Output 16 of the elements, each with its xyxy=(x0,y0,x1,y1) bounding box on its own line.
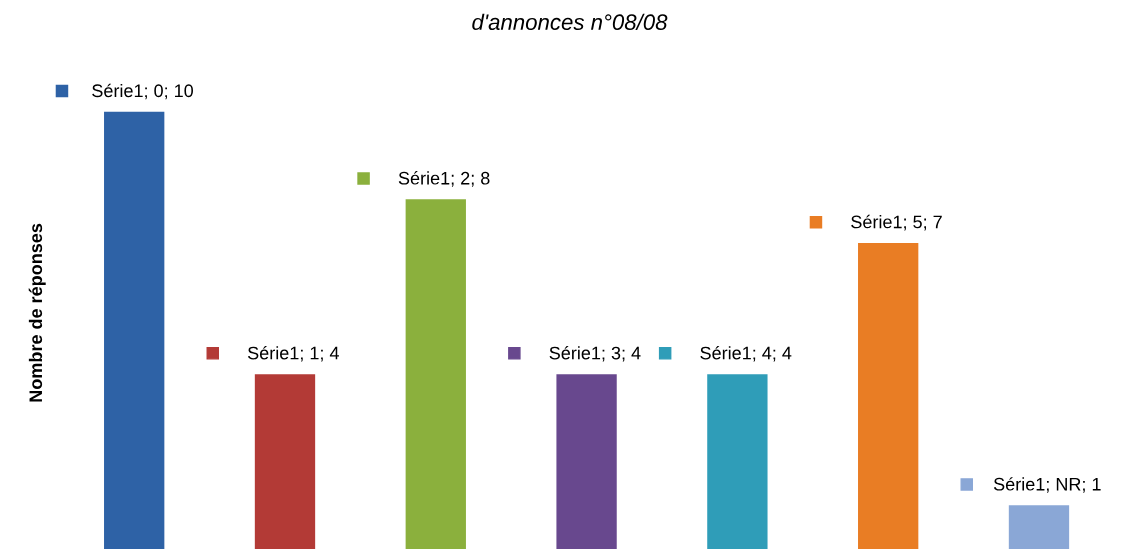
bar xyxy=(254,374,316,549)
bar xyxy=(707,374,768,549)
bar xyxy=(556,374,617,549)
data-label: Série1; 0; 10 xyxy=(92,83,194,100)
data-label: Série1; 1; 4 xyxy=(247,345,339,362)
data-label: Série1; 2; 8 xyxy=(398,171,490,187)
bar xyxy=(858,242,919,549)
bar xyxy=(1008,505,1070,549)
data-label: Série1; NR; 1 xyxy=(993,477,1101,493)
chart-title: d'annonces n°08/08 xyxy=(472,13,668,31)
data-label: Série1; 5; 7 xyxy=(851,214,942,231)
y-axis-title: Nombre de réponses xyxy=(28,223,46,402)
data-label: Série1; 3; 4 xyxy=(549,345,641,362)
bar xyxy=(405,199,466,549)
data-label: Série1; 4; 4 xyxy=(700,345,792,362)
bar xyxy=(104,111,165,549)
